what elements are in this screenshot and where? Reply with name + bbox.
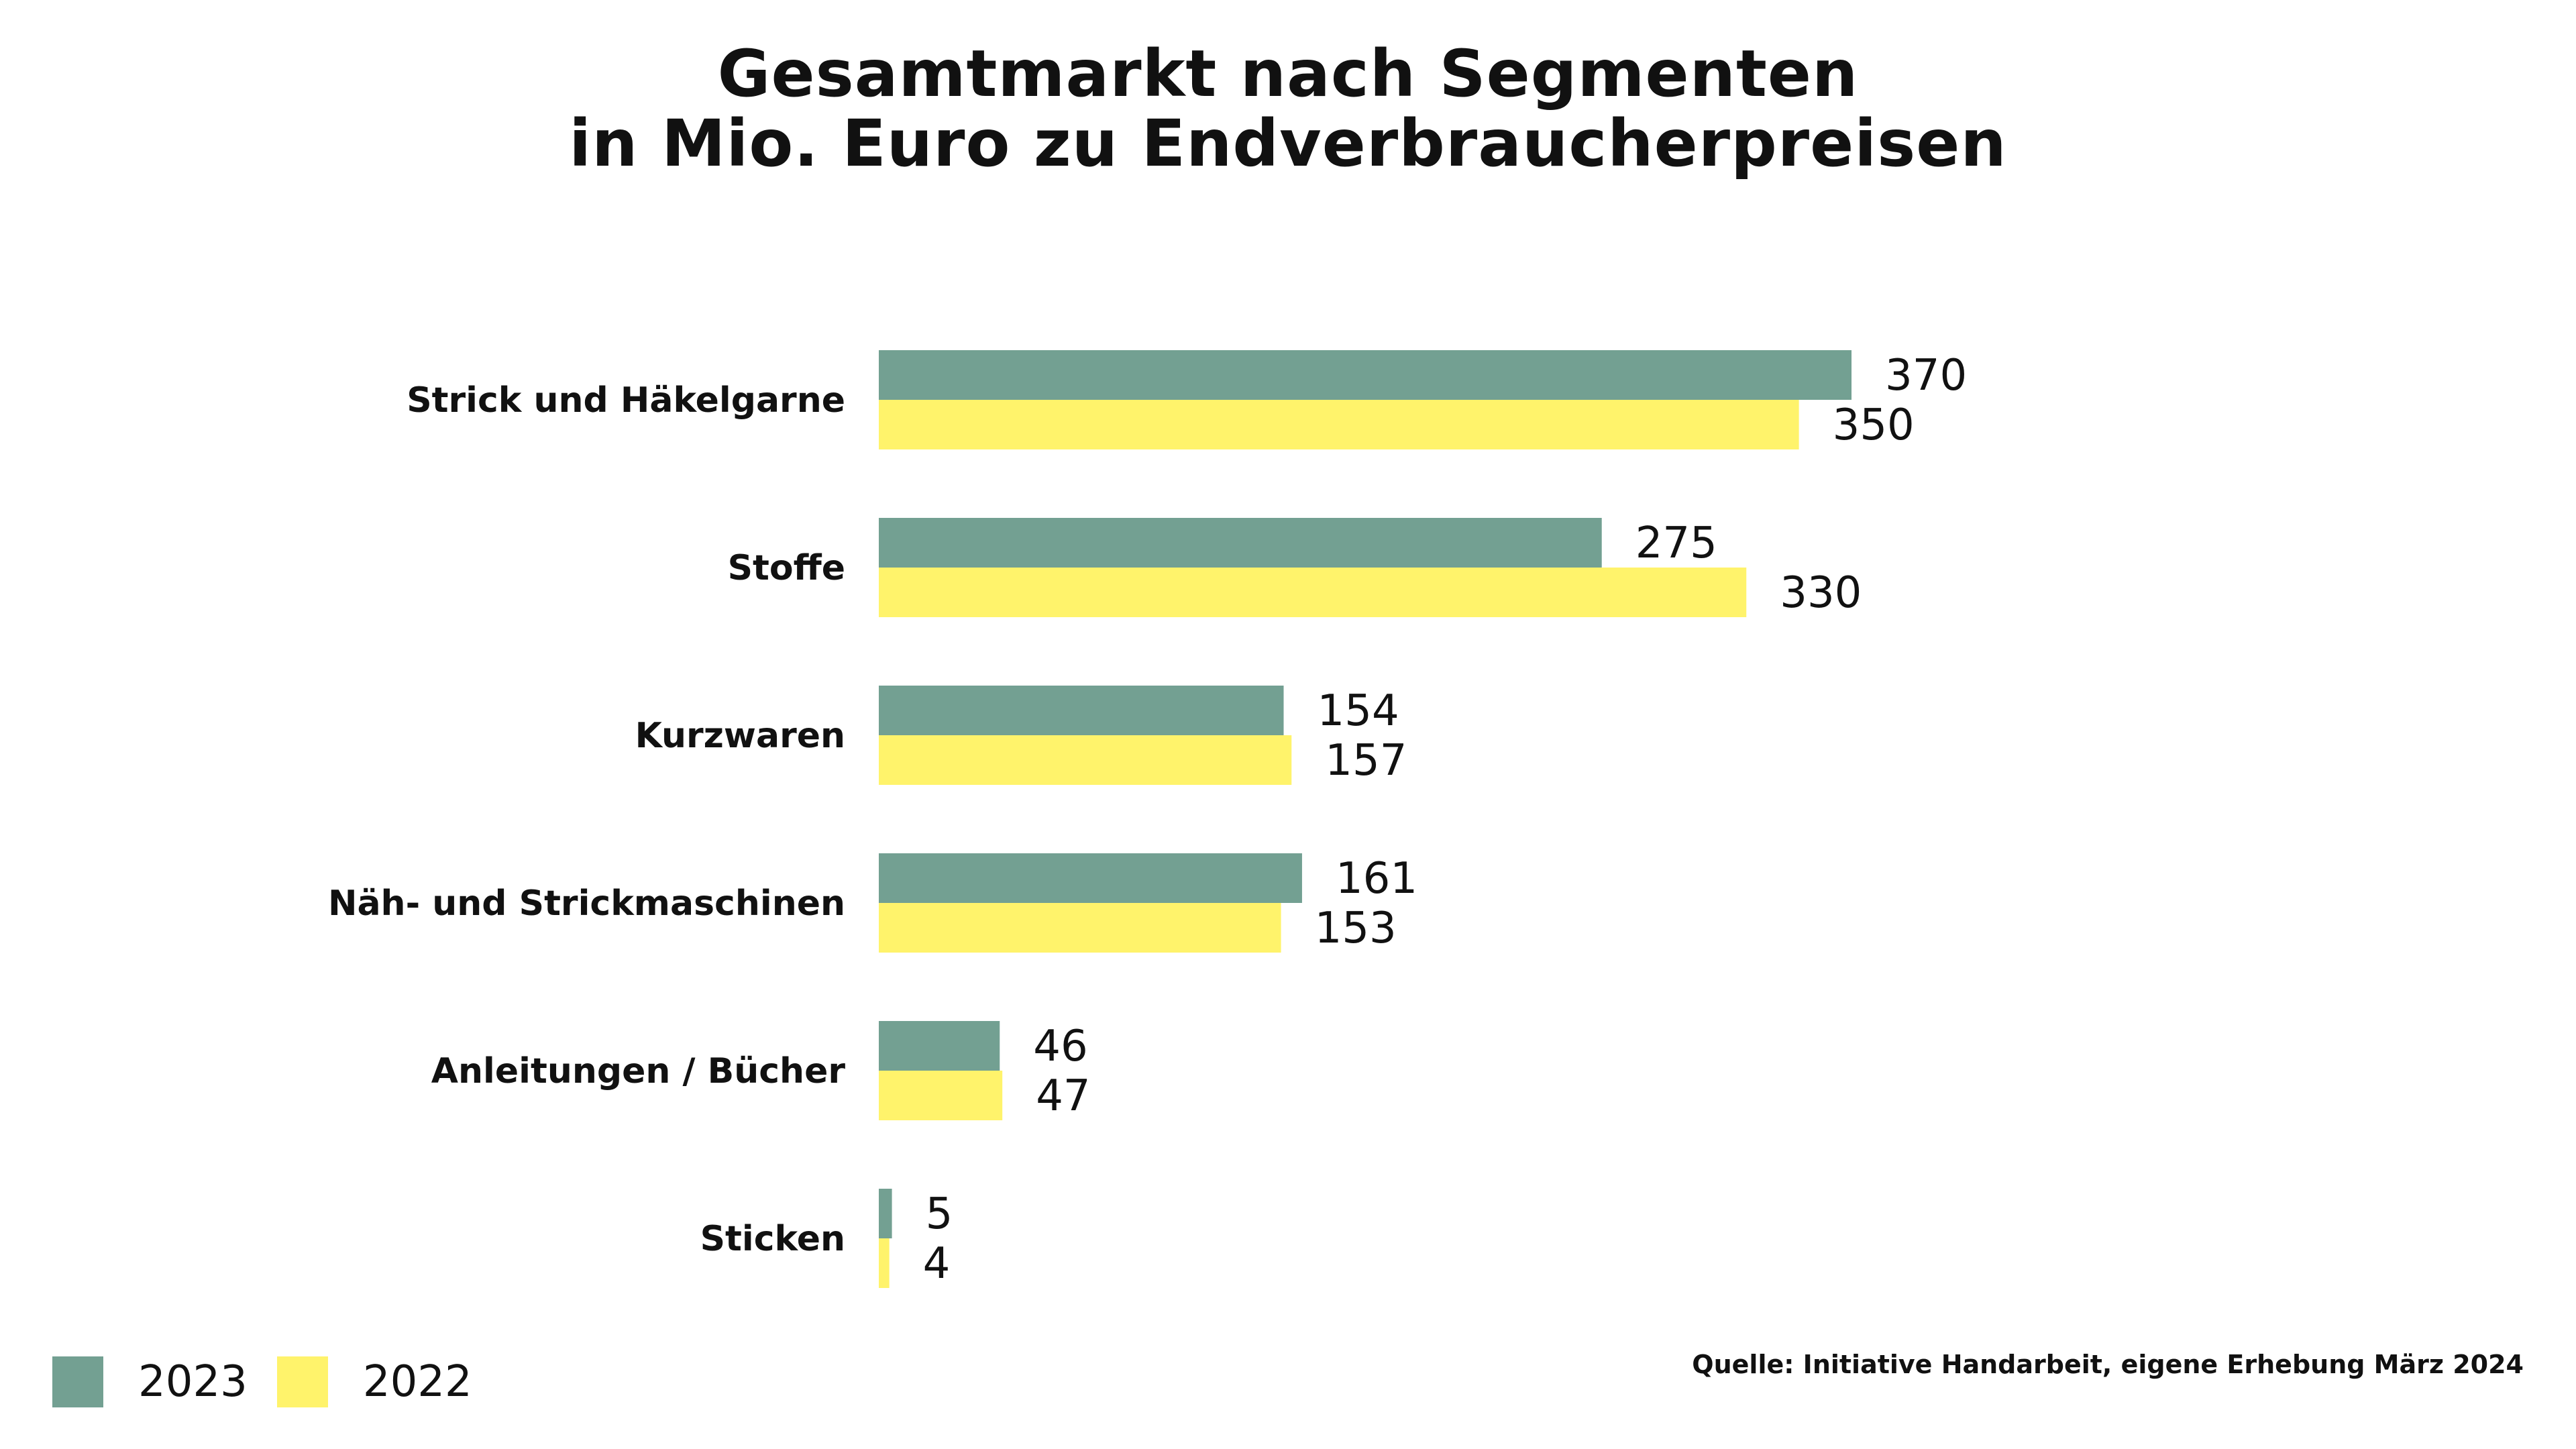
title-line-2: in Mio. Euro zu Endverbraucherpreisen <box>569 106 2007 181</box>
legend: 2023 2022 <box>52 1355 502 1409</box>
data-label-2022: 330 <box>1780 568 1862 618</box>
source-note: Quelle: Initiative Handarbeit, eigene Er… <box>1692 1350 2524 1379</box>
chart-title: Gesamtmarkt nach Segmenten in Mio. Euro … <box>0 39 2576 178</box>
bar-2022 <box>879 903 1281 953</box>
bar-2023 <box>879 350 1851 400</box>
data-label-2023: 154 <box>1318 686 1399 736</box>
legend-swatch-2023 <box>52 1356 103 1407</box>
category-label: Stoffe <box>728 548 845 588</box>
data-label-2023: 5 <box>926 1189 953 1239</box>
data-label-2022: 4 <box>923 1239 951 1289</box>
data-label-2022: 153 <box>1315 904 1397 953</box>
data-label-2022: 157 <box>1325 736 1407 786</box>
legend-label-2022: 2022 <box>362 1357 472 1407</box>
category-label: Näh- und Strickmaschinen <box>328 883 845 924</box>
legend-swatch-2022 <box>276 1356 328 1407</box>
legend-label-2023: 2023 <box>138 1357 248 1407</box>
data-label-2023: 46 <box>1033 1022 1087 1071</box>
category-label: Anleitungen / Bücher <box>431 1051 846 1091</box>
bar-2022 <box>879 1071 1003 1120</box>
data-label-2023: 161 <box>1336 854 1417 904</box>
category-label: Sticken <box>700 1219 845 1259</box>
title-line-1: Gesamtmarkt nach Segmenten <box>717 36 1859 111</box>
data-label-2022: 350 <box>1833 400 1915 450</box>
bar-2023 <box>879 1189 892 1238</box>
bar-2023 <box>879 686 1284 735</box>
bar-2023 <box>879 853 1302 903</box>
data-label-2023: 370 <box>1885 351 1967 400</box>
category-label: Kurzwaren <box>635 716 845 756</box>
bar-2023 <box>879 518 1602 568</box>
bar-2022 <box>879 568 1747 617</box>
bar-2022 <box>879 735 1292 785</box>
legend-item-2022: 2022 <box>276 1356 472 1407</box>
bar-2022 <box>879 1238 890 1288</box>
data-label-2022: 47 <box>1036 1071 1090 1121</box>
category-label: Strick und Häkelgarne <box>407 380 845 421</box>
legend-item-2023: 2023 <box>52 1356 248 1407</box>
bar-2022 <box>879 400 1799 449</box>
data-label-2023: 275 <box>1635 519 1717 568</box>
bar-2023 <box>879 1021 1000 1071</box>
